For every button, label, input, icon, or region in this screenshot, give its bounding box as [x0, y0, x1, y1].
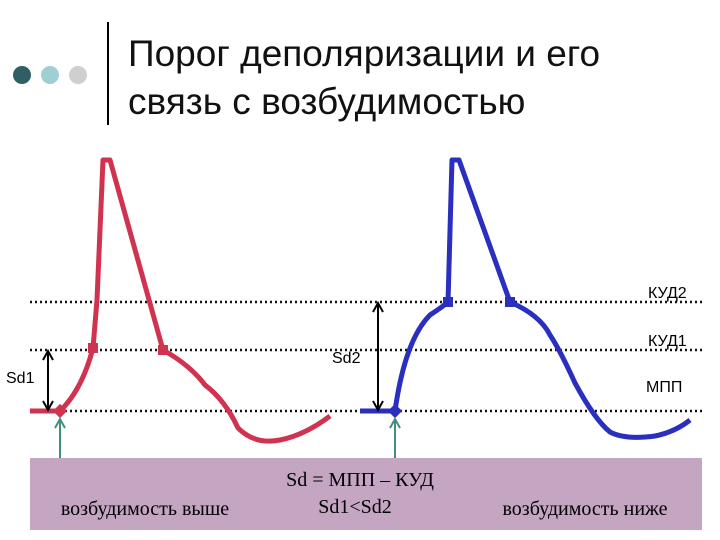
footer-left: возбудимость выше [61, 498, 229, 520]
level-label: КУД1 [648, 333, 687, 350]
dot [41, 66, 59, 84]
dot [13, 66, 31, 84]
arrow-head [42, 348, 54, 361]
point [387, 403, 403, 419]
arrow-head [372, 300, 384, 313]
blue-points [387, 297, 515, 419]
point [158, 345, 168, 355]
level-lines [30, 300, 702, 413]
sd-label: Sd1 [6, 370, 35, 387]
sd-arrows [42, 300, 384, 413]
footer-right: возбудимость ниже [503, 498, 668, 520]
dot [69, 66, 87, 84]
footer-center: Sd1<Sd2 [318, 496, 392, 518]
point [52, 403, 68, 419]
point [505, 297, 515, 307]
arrow-head [54, 416, 66, 429]
formula: Sd = МПП – КУД [286, 469, 434, 491]
arrow-head [389, 416, 401, 429]
red-curve [30, 157, 332, 444]
point [443, 297, 453, 307]
red-points [52, 343, 168, 419]
point [88, 343, 98, 353]
title-line: связь с возбудимостью [128, 81, 525, 122]
arrow-head [42, 400, 54, 413]
level-label: КУД2 [648, 285, 687, 302]
sd-label: Sd2 [332, 350, 361, 367]
title-line: Порог деполяризации и его [128, 33, 600, 74]
blue-curve [360, 157, 692, 440]
stimulus-arrows [54, 416, 401, 458]
footer-box [30, 458, 702, 530]
level-label: МПП [646, 379, 682, 396]
arrow-head [372, 400, 384, 413]
